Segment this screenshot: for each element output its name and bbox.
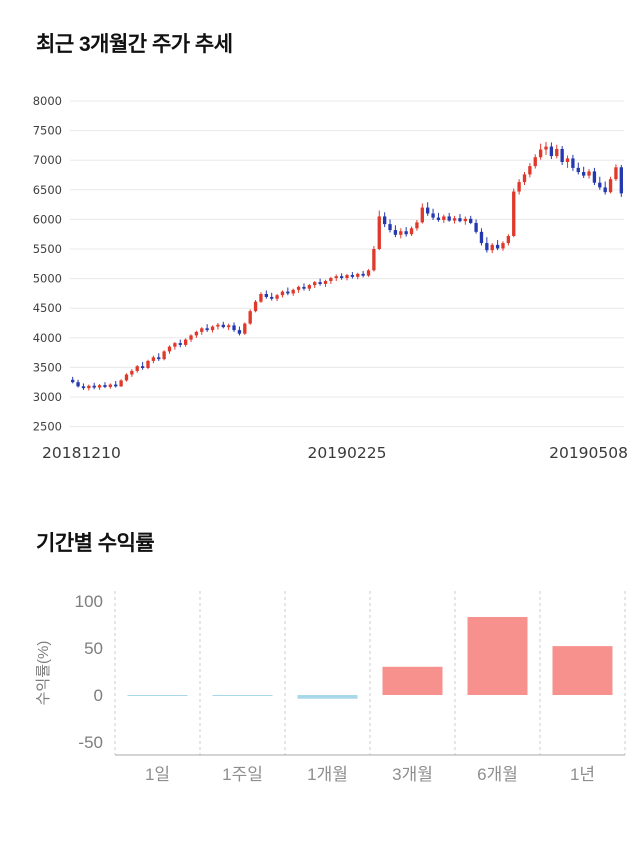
svg-text:5500: 5500 bbox=[33, 242, 62, 256]
svg-text:100: 100 bbox=[75, 592, 103, 611]
svg-text:6개월: 6개월 bbox=[477, 765, 518, 784]
svg-text:0: 0 bbox=[94, 686, 103, 705]
svg-text:수익률(%): 수익률(%) bbox=[35, 641, 52, 706]
svg-text:1년: 1년 bbox=[570, 765, 595, 784]
svg-text:7000: 7000 bbox=[33, 153, 62, 167]
svg-text:1일: 1일 bbox=[145, 765, 170, 784]
svg-text:7500: 7500 bbox=[33, 124, 62, 138]
price-chart-title: 최근 3개월간 주가 추세 bbox=[36, 33, 233, 56]
svg-text:8000: 8000 bbox=[33, 94, 62, 108]
svg-text:5000: 5000 bbox=[33, 272, 62, 286]
svg-text:4500: 4500 bbox=[33, 301, 62, 315]
svg-text:1주일: 1주일 bbox=[222, 765, 263, 784]
svg-text:6500: 6500 bbox=[33, 183, 62, 197]
svg-text:20190225: 20190225 bbox=[308, 444, 387, 462]
svg-text:20181210: 20181210 bbox=[42, 444, 121, 462]
svg-text:3000: 3000 bbox=[33, 390, 62, 404]
svg-text:6000: 6000 bbox=[33, 212, 62, 226]
svg-text:4000: 4000 bbox=[33, 331, 62, 345]
price-candlestick-chart: 8000 7500 7000 6500 6000 5500 5000 4500 4000 3500… bbox=[33, 94, 628, 462]
svg-text:20190508: 20190508 bbox=[549, 444, 628, 462]
svg-text:2500: 2500 bbox=[33, 420, 62, 434]
svg-text:-50: -50 bbox=[78, 733, 103, 752]
svg-text:50: 50 bbox=[84, 639, 103, 658]
svg-text:3500: 3500 bbox=[33, 360, 62, 374]
returns-chart-title: 기간별 수익률 bbox=[36, 532, 155, 555]
svg-text:3개월: 3개월 bbox=[392, 765, 433, 784]
svg-text:1개월: 1개월 bbox=[307, 765, 348, 784]
returns-bar-chart: 100 50 0 -50 1일 1주일 1개월 3개월 6개월 1년 수익률(%) bbox=[35, 591, 626, 784]
